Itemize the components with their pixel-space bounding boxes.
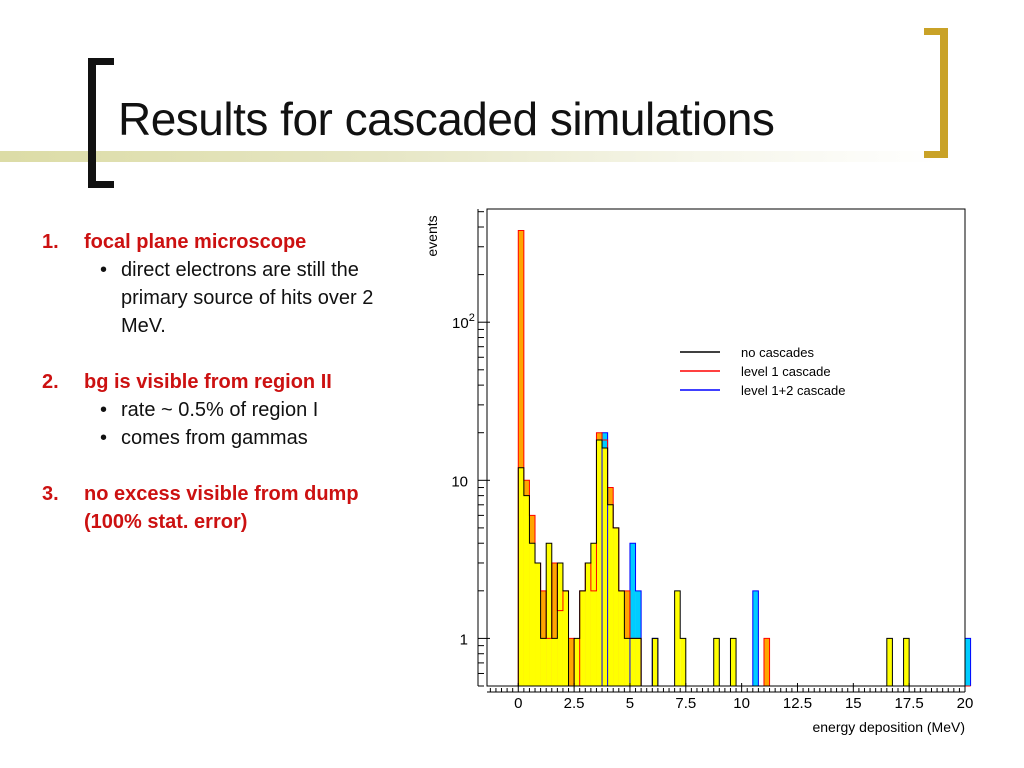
results-list: 1. focal plane microscope • direct elect… [36, 228, 421, 536]
histogram-bar [730, 638, 737, 686]
histogram-bar [546, 543, 552, 686]
legend-entry: no cascades [741, 345, 814, 360]
result-item-1: 1. focal plane microscope [36, 228, 421, 256]
histogram-bar [518, 467, 524, 686]
histogram-bar [596, 439, 603, 686]
histogram-bar [523, 495, 530, 686]
result-heading: no excess visible from dump (100% stat. … [84, 483, 359, 533]
histogram-bar [540, 638, 547, 686]
legend-entry: level 1 cascade [741, 364, 831, 379]
histogram-bar [886, 638, 893, 686]
x-tick-label: 12.5 [783, 695, 812, 712]
y-tick-label: 10 [451, 473, 468, 490]
result-bullet: • rate ~ 0.5% of region I [36, 396, 421, 424]
x-tick-label: 15 [845, 695, 862, 712]
histogram-bar [529, 543, 536, 686]
slide-title: Results for cascaded simulations [118, 93, 775, 145]
histogram-bar [613, 527, 619, 686]
right-bracket-decoration [924, 28, 948, 158]
x-tick-label: 7.5 [675, 695, 696, 712]
histogram-bar [574, 638, 580, 686]
result-bullet: • direct electrons are still the primary… [36, 256, 421, 340]
histogram-bar [590, 543, 597, 686]
histogram-bar [518, 230, 524, 686]
result-number: 2. [42, 371, 59, 393]
result-heading: bg is visible from region II [84, 371, 332, 393]
histogram-bar [551, 562, 558, 686]
histogram-bar [652, 638, 658, 686]
result-number: 1. [42, 231, 59, 253]
histogram-bar [674, 590, 681, 686]
histogram-bar [635, 638, 642, 686]
x-tick-label: 0 [514, 695, 522, 712]
histogram-bar [557, 562, 563, 686]
histogram-bar [551, 638, 558, 686]
y-tick-label: 102 [452, 312, 475, 332]
result-bullet-text: comes from gammas [121, 427, 308, 449]
plot-frame [486, 208, 966, 687]
histogram-bar [752, 590, 759, 686]
result-bullet-text: rate ~ 0.5% of region I [121, 399, 319, 421]
histogram-bar [903, 638, 910, 686]
bullet-dot-icon: • [100, 427, 108, 449]
histogram-bar [585, 562, 591, 686]
title-underline [0, 151, 940, 162]
histogram-bar [579, 590, 586, 686]
histogram-bar [713, 638, 720, 686]
x-tick-label: 5 [626, 695, 634, 712]
histogram-bar [602, 448, 608, 686]
histogram-bar [618, 590, 625, 686]
y-tick-label: 1 [460, 631, 468, 648]
bullet-dot-icon: • [100, 259, 108, 281]
y-axis-label: events [424, 215, 440, 256]
x-tick-label: 10 [733, 695, 750, 712]
histogram-bar [562, 590, 569, 686]
histogram-bar [607, 504, 614, 686]
result-bullet: • comes from gammas [36, 424, 421, 452]
x-tick-label: 17.5 [895, 695, 924, 712]
histogram-bar [568, 638, 575, 686]
legend-entry: level 1+2 cascade [741, 383, 845, 398]
x-tick-label: 20 [957, 695, 974, 712]
bullet-dot-icon: • [100, 399, 108, 421]
x-axis-label: energy deposition (MeV) [812, 719, 965, 735]
histogram-bar [680, 638, 686, 686]
result-number: 3. [42, 483, 59, 505]
result-heading: focal plane microscope [84, 231, 307, 253]
histogram-bar [535, 562, 541, 686]
histogram-bar [629, 638, 636, 686]
result-item-3: 3. no excess visible from dump (100% sta… [36, 480, 421, 536]
result-item-2: 2. bg is visible from region II [36, 368, 421, 396]
result-bullet-text: direct electrons are still the primary s… [121, 259, 374, 337]
histogram-bar [624, 638, 630, 686]
histogram-bar [965, 638, 971, 686]
histogram-bar [629, 543, 636, 686]
x-tick-label: 2.5 [564, 695, 585, 712]
histogram-bar [763, 638, 770, 686]
left-bracket-decoration [88, 58, 114, 188]
